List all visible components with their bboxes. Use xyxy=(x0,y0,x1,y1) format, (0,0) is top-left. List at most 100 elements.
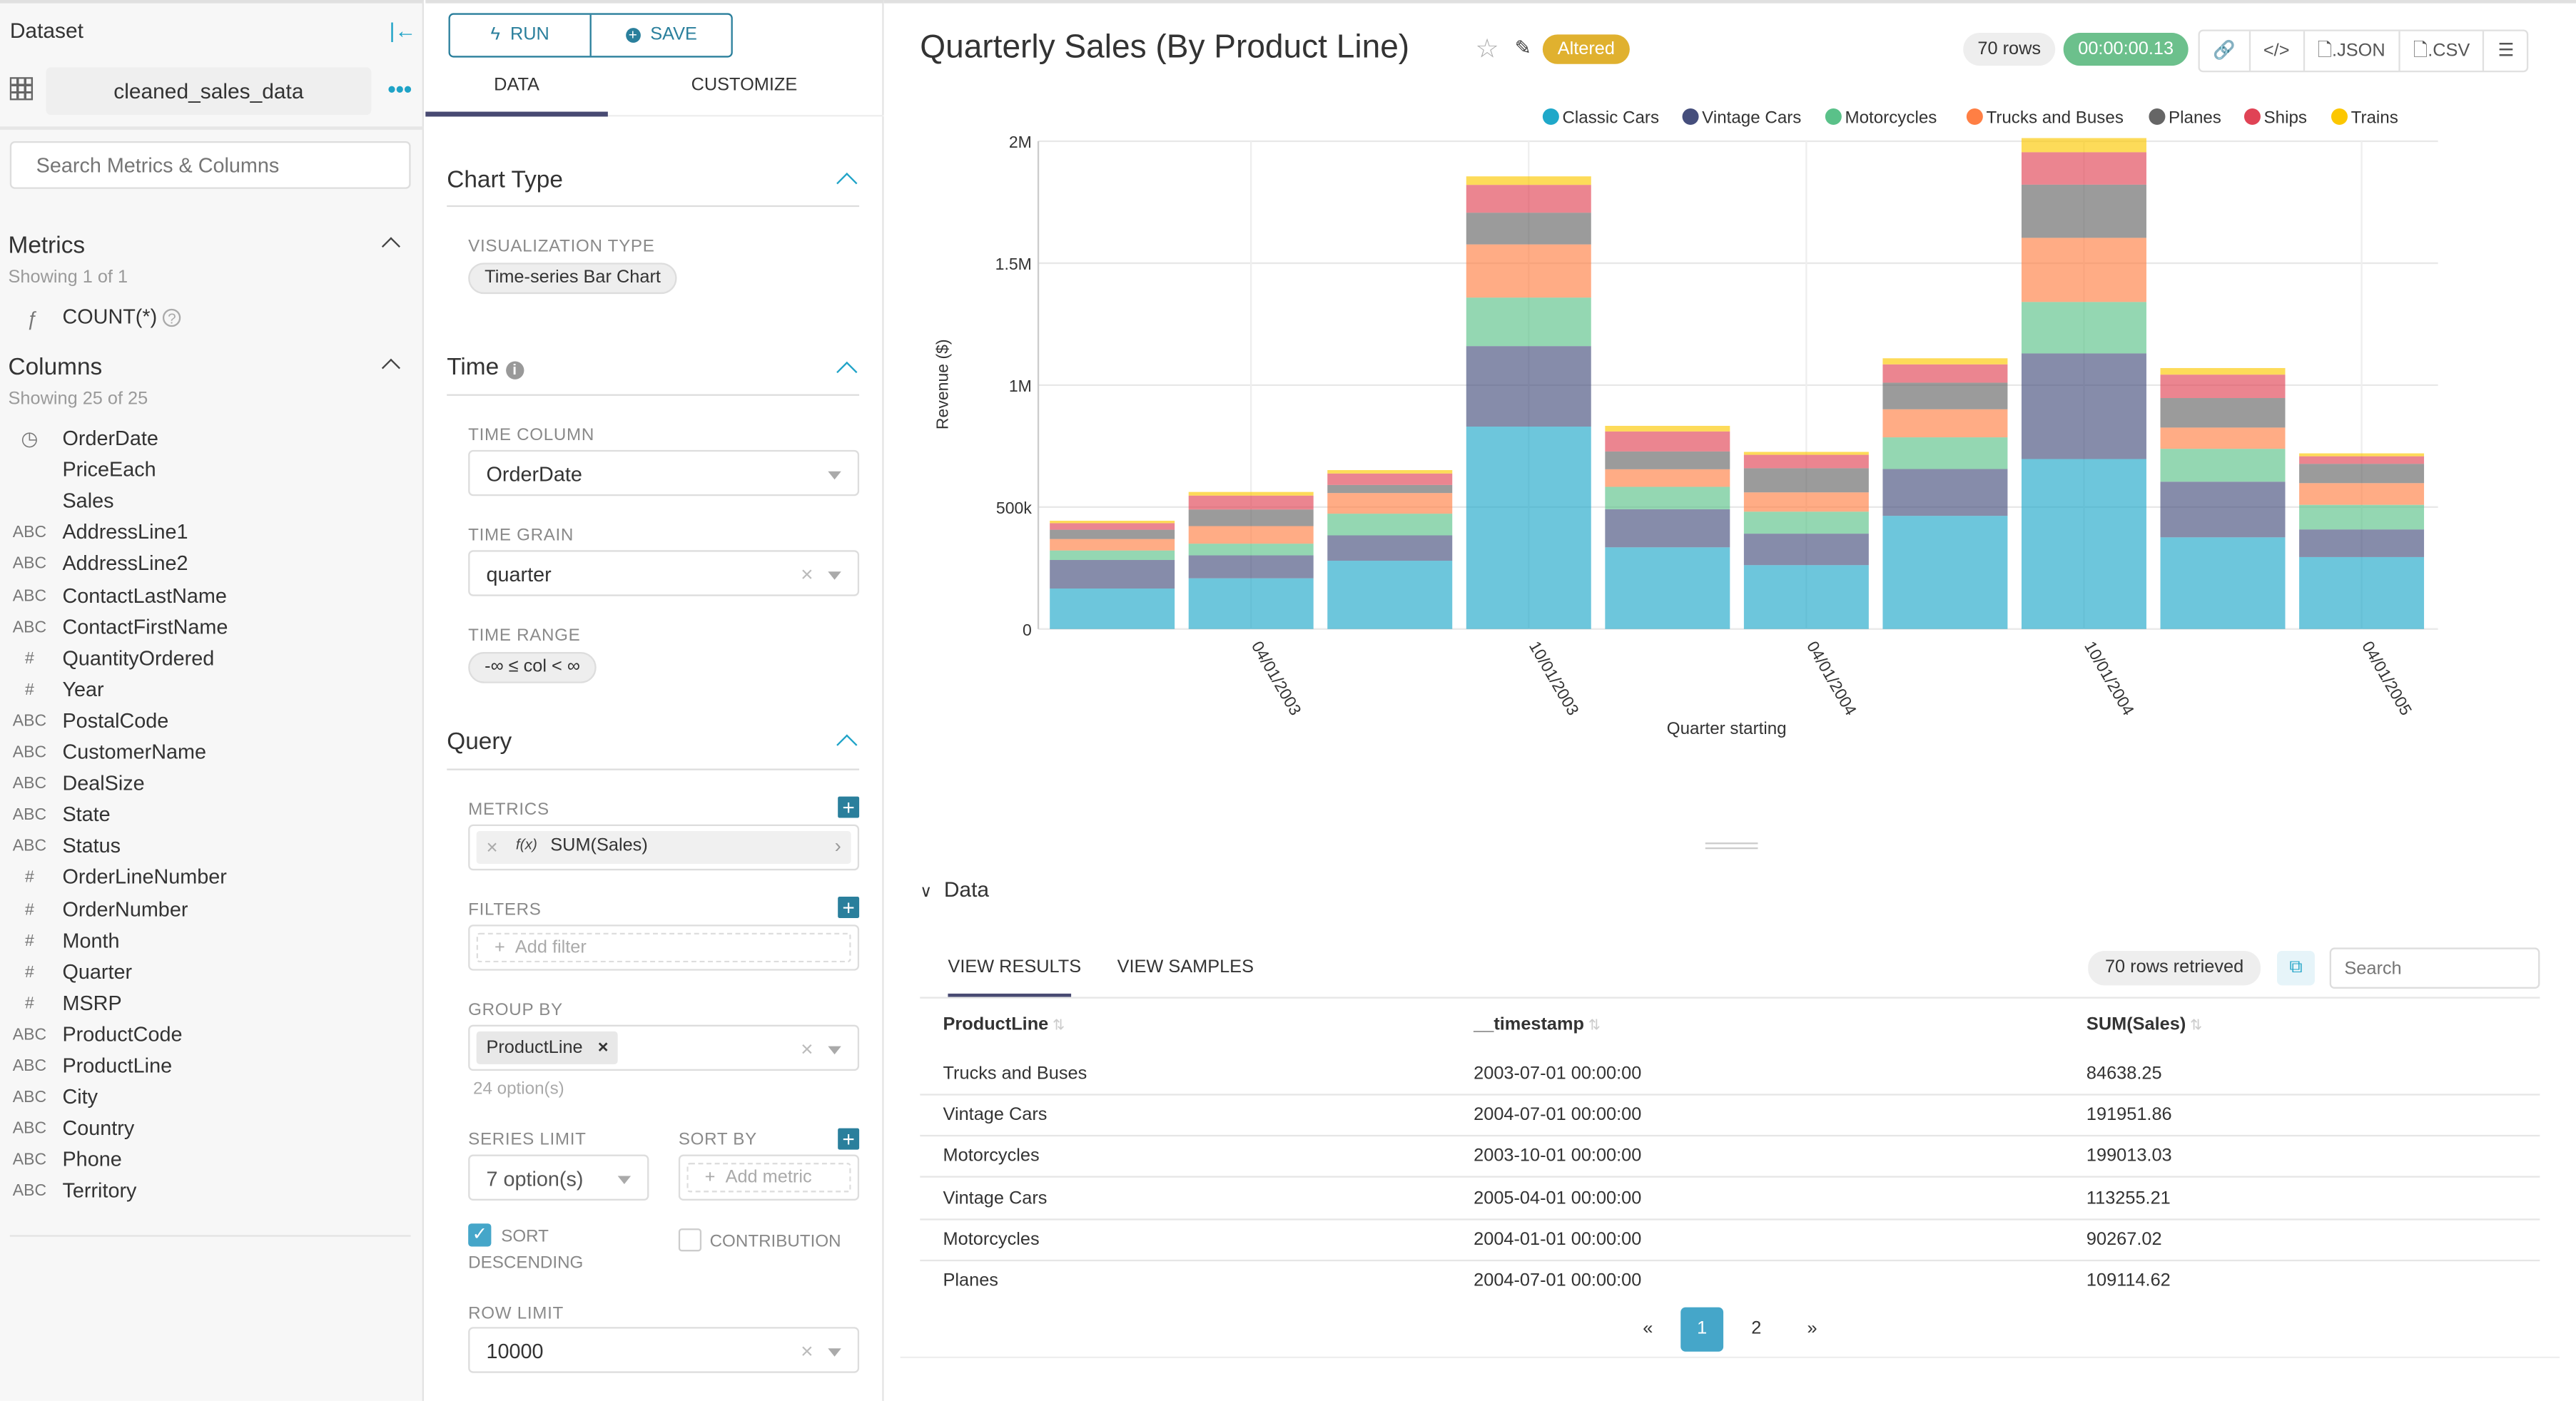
data-section-toggle[interactable]: ∨ Data xyxy=(920,877,989,902)
row-limit-select[interactable]: 10000 × xyxy=(468,1327,860,1373)
group-by-select[interactable]: ProductLine × × xyxy=(468,1024,860,1071)
tab-view-results[interactable]: VIEW RESULTS xyxy=(948,957,1082,977)
results-search-input[interactable] xyxy=(2329,947,2540,989)
numeric-type-icon: # xyxy=(25,994,34,1014)
add-filter-label: Add filter xyxy=(514,937,587,958)
column-item[interactable]: ABC State xyxy=(0,800,411,832)
resize-handle[interactable] xyxy=(1705,842,1758,850)
metric-item[interactable]: COUNT(*) ? xyxy=(62,305,181,328)
column-header[interactable]: __timestamp ⇅ xyxy=(1474,1015,1601,1035)
column-item[interactable]: ABC DealSize xyxy=(0,769,411,800)
column-item[interactable]: ABC ProductLine xyxy=(0,1051,411,1082)
series-limit-select[interactable]: 7 option(s) xyxy=(468,1154,649,1201)
column-header[interactable]: SUM(Sales) ⇅ xyxy=(2086,1015,2202,1035)
column-item[interactable]: ABC PostalCode xyxy=(0,706,411,738)
add-sort-metric[interactable]: + Add metric xyxy=(686,1163,851,1193)
add-filter-button[interactable]: + xyxy=(838,897,860,918)
chart-title[interactable]: Quarterly Sales (By Product Line) xyxy=(920,29,1410,66)
column-item[interactable]: ABC Status xyxy=(0,832,411,863)
section-chart-type[interactable]: Chart Type xyxy=(447,167,563,194)
column-name: Status xyxy=(62,835,121,858)
edit-icon[interactable]: ✎ xyxy=(1514,36,1531,59)
section-query[interactable]: Query xyxy=(447,729,512,756)
group-by-chip[interactable]: ProductLine × xyxy=(476,1031,619,1064)
column-item[interactable]: ABC ProductCode xyxy=(0,1019,411,1051)
pagination-prev[interactable]: « xyxy=(1643,1318,1653,1339)
dataset-name[interactable]: cleaned_sales_data xyxy=(46,67,372,116)
column-item[interactable]: # Year xyxy=(0,675,411,706)
column-item[interactable]: ◷ OrderDate xyxy=(0,424,411,455)
time-range-pill[interactable]: -∞ ≤ col < ∞ xyxy=(468,652,597,683)
tab-data[interactable]: DATA xyxy=(494,75,539,96)
remove-icon[interactable]: × xyxy=(486,835,498,860)
more-options-icon[interactable]: ••• xyxy=(387,75,412,102)
column-item[interactable]: # OrderLineNumber xyxy=(0,863,411,895)
chevron-up-icon[interactable] xyxy=(381,358,400,377)
column-item[interactable]: # OrderNumber xyxy=(0,895,411,926)
clear-icon[interactable]: × xyxy=(801,561,813,586)
bar-segment xyxy=(2021,238,2146,302)
altered-badge[interactable]: Altered xyxy=(1542,34,1630,64)
time-grain-select[interactable]: quarter × xyxy=(468,550,860,596)
sort-descending-checkbox[interactable]: ✓ xyxy=(468,1223,492,1247)
chevron-up-icon[interactable] xyxy=(836,361,858,383)
star-icon[interactable]: ☆ xyxy=(1475,36,1499,64)
chevron-right-icon[interactable]: › xyxy=(834,834,841,857)
collapse-panel-icon[interactable]: |← xyxy=(389,18,417,43)
column-item[interactable]: ABC AddressLine2 xyxy=(0,549,411,581)
column-item[interactable]: ABC Country xyxy=(0,1114,411,1145)
bar-segment xyxy=(2160,482,2286,538)
column-item[interactable]: PriceEach xyxy=(0,455,411,486)
column-item[interactable]: # MSRP xyxy=(0,989,411,1020)
chevron-up-icon[interactable] xyxy=(836,173,858,194)
metrics-count: Showing 1 of 1 xyxy=(8,268,128,287)
time-column-select[interactable]: OrderDate xyxy=(468,449,860,496)
export-json-button[interactable]: 🗋.JSON xyxy=(2304,31,2400,71)
chevron-up-icon[interactable] xyxy=(381,237,400,256)
column-item[interactable]: ABC ContactFirstName xyxy=(0,612,411,643)
column-header[interactable]: ProductLine ⇅ xyxy=(943,1015,1065,1035)
column-item[interactable]: ABC CustomerName xyxy=(0,738,411,769)
time-range-label: TIME RANGE xyxy=(468,626,581,646)
add-filter-placeholder[interactable]: + Add filter xyxy=(476,932,851,963)
column-item[interactable]: ABC Territory xyxy=(0,1176,411,1208)
contribution-checkbox[interactable] xyxy=(678,1228,702,1252)
sort-icon[interactable]: ⇅ xyxy=(1584,1017,1601,1034)
pagination-next[interactable]: » xyxy=(1807,1318,1817,1339)
copy-icon[interactable]: ⧉ xyxy=(2276,951,2315,986)
page-1-button[interactable]: 1 xyxy=(1680,1307,1724,1352)
column-item[interactable]: # QuantityOrdered xyxy=(0,643,411,675)
column-item[interactable]: Sales xyxy=(0,486,411,518)
clear-icon[interactable]: × xyxy=(801,1338,813,1363)
export-csv-button[interactable]: 🗋.CSV xyxy=(2400,31,2485,71)
viz-type-pill[interactable]: Time-series Bar Chart xyxy=(468,263,677,295)
remove-icon[interactable]: × xyxy=(597,1038,609,1058)
link-icon[interactable]: 🔗 xyxy=(2200,31,2251,71)
column-item[interactable]: ABC Phone xyxy=(0,1145,411,1176)
tab-customize[interactable]: CUSTOMIZE xyxy=(691,75,798,96)
sort-icon[interactable]: ⇅ xyxy=(2186,1017,2203,1034)
save-button[interactable]: + SAVE xyxy=(592,15,731,56)
add-metric-button[interactable]: + xyxy=(838,796,860,818)
section-time[interactable]: Time i xyxy=(447,355,524,381)
column-item[interactable]: ABC City xyxy=(0,1082,411,1114)
menu-icon[interactable]: ☰ xyxy=(2498,41,2515,61)
column-header-label: SUM(Sales) xyxy=(2086,1014,2186,1035)
metric-chip[interactable]: × f(x) SUM(Sales) › xyxy=(476,830,851,865)
bar-segment xyxy=(1327,561,1453,629)
page-2-button[interactable]: 2 xyxy=(1751,1318,1762,1339)
run-save-group: ϟ RUN + SAVE xyxy=(448,13,733,58)
search-metrics-input[interactable] xyxy=(9,141,411,189)
sort-icon[interactable]: ⇅ xyxy=(1048,1017,1065,1034)
chevron-up-icon[interactable] xyxy=(836,734,858,755)
column-item[interactable]: # Month xyxy=(0,926,411,957)
tab-view-samples[interactable]: VIEW SAMPLES xyxy=(1117,957,1254,977)
column-item[interactable]: ABC AddressLine1 xyxy=(0,518,411,549)
column-item[interactable]: # Quarter xyxy=(0,957,411,989)
add-sort-button[interactable]: + xyxy=(838,1128,860,1150)
run-button[interactable]: ϟ RUN xyxy=(450,14,592,56)
embed-code-icon[interactable]: </> xyxy=(2250,31,2305,71)
column-item[interactable]: ABC ContactLastName xyxy=(0,581,411,612)
clear-icon[interactable]: × xyxy=(801,1036,813,1061)
bar-segment xyxy=(2021,184,2146,238)
